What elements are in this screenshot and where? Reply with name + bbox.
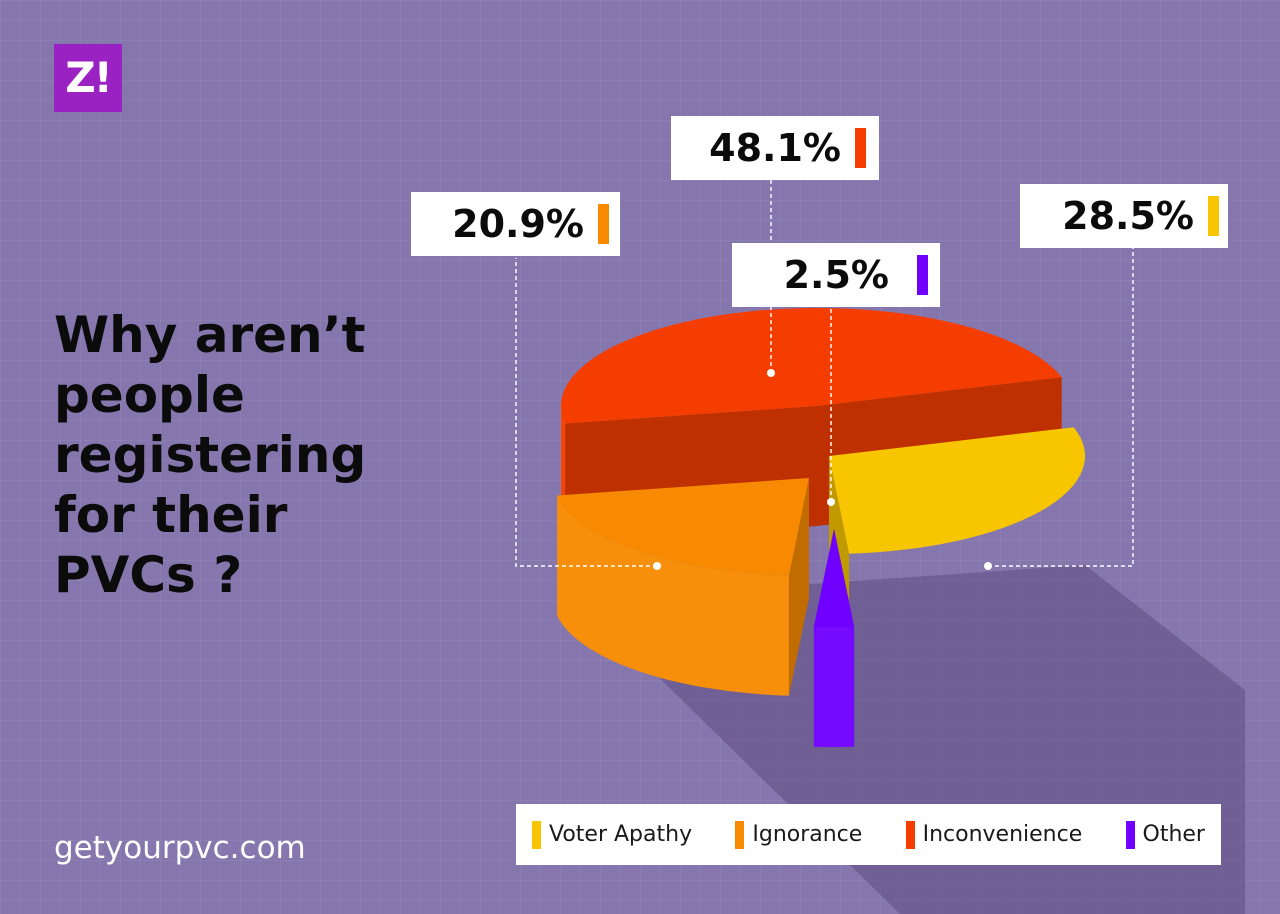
chart-title: Why aren’t people registering for their … [54, 305, 454, 605]
pie-slice-ignorance [557, 478, 809, 696]
slice-top-voter-apathy [829, 427, 1086, 554]
callout-ignorance: 20.9% [411, 192, 620, 256]
slice-top-other [813, 529, 855, 628]
leader-dot-ignorance [653, 562, 661, 570]
callout-voter-apathy: 28.5% [1020, 184, 1228, 248]
data-label-other: 2.5% [783, 253, 889, 297]
title-line: people [54, 366, 245, 424]
legend-label-ignorance: Ignorance [752, 822, 863, 847]
legend-label-inconvenience: Inconvenience [922, 822, 1083, 847]
legend-item-ignorance: Ignorance [735, 820, 863, 849]
title-line: registering [54, 426, 367, 484]
legend-swatch-other [1125, 820, 1135, 849]
inconvenience-swatch [855, 128, 866, 168]
legend-swatch-ignorance [735, 820, 745, 849]
callout-inconvenience: 48.1% [671, 116, 879, 180]
data-label-ignorance: 20.9% [452, 202, 584, 246]
pie-slice-other [813, 529, 855, 748]
legend: Voter Apathy Ignorance Inconvenience Oth… [516, 804, 1221, 865]
data-label-inconvenience: 48.1% [709, 126, 841, 170]
leader-dot-inconvenience [767, 369, 775, 377]
logo: Z! [54, 44, 122, 112]
slice-top-inconvenience [560, 307, 1062, 424]
legend-item-voter-apathy: Voter Apathy [532, 820, 693, 849]
footer-url: getyourpvc.com [54, 830, 306, 866]
legend-item-other: Other [1125, 820, 1205, 849]
leader-line-ignorance [515, 258, 657, 567]
title-line: for their [54, 486, 288, 544]
ignorance-swatch [598, 204, 609, 244]
voter-apathy-swatch [1208, 196, 1219, 236]
other-swatch [917, 255, 928, 295]
slice-side-ignorance [557, 495, 789, 696]
legend-item-inconvenience: Inconvenience [905, 820, 1083, 849]
slice-top-ignorance [557, 478, 809, 576]
data-label-voter-apathy: 28.5% [1062, 194, 1194, 238]
title-line: PVCs ? [54, 546, 243, 604]
slice-face-ignorance [788, 478, 809, 696]
leader-dot-other [827, 498, 835, 506]
leader-dot-voter-apathy [984, 562, 992, 570]
title-line: Why aren’t [54, 306, 366, 364]
slice-side-other [813, 626, 855, 748]
legend-label-voter-apathy: Voter Apathy [549, 822, 693, 847]
leader-line-voter-apathy [988, 248, 1134, 567]
legend-swatch-voter-apathy [532, 820, 541, 849]
callout-other: 2.5% [732, 243, 940, 307]
legend-label-other: Other [1142, 822, 1205, 847]
legend-swatch-inconvenience [905, 820, 915, 849]
